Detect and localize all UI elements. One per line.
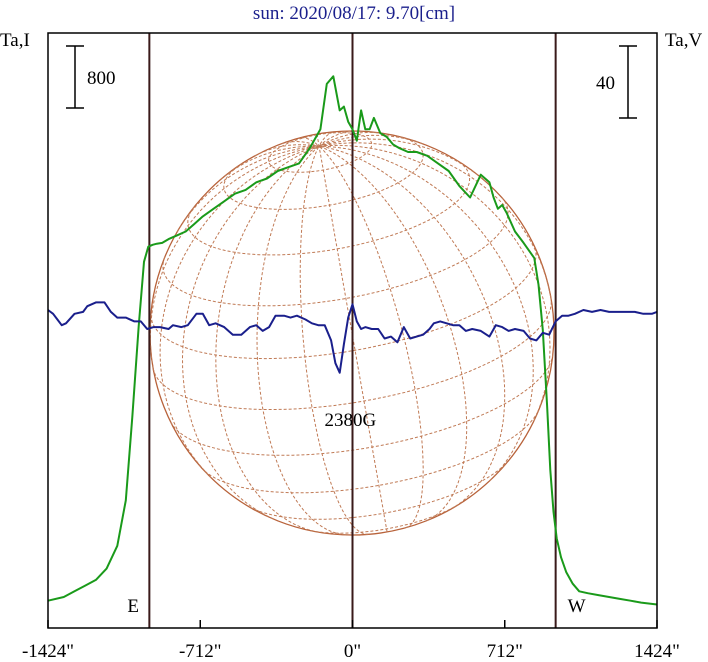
x-tick-label: -1424" bbox=[22, 641, 74, 662]
longitude-line bbox=[256, 145, 346, 536]
longitude-line bbox=[318, 131, 334, 147]
latitude-line bbox=[150, 247, 537, 360]
longitude-line bbox=[318, 138, 486, 182]
scale-right-label: 40 bbox=[596, 73, 615, 94]
latitude-line bbox=[162, 197, 509, 307]
longitude-line bbox=[181, 145, 320, 520]
latitude-line bbox=[310, 504, 459, 534]
x-tick-label: 712" bbox=[487, 641, 523, 662]
x-tick-label: -712" bbox=[179, 641, 222, 662]
x-tick-label: 1424" bbox=[634, 641, 680, 662]
longitude-line bbox=[220, 145, 319, 180]
longitude-line bbox=[299, 145, 369, 535]
longitude-line bbox=[318, 130, 354, 147]
limb-label-e: E bbox=[127, 596, 139, 617]
x-tick-label: 0" bbox=[344, 641, 361, 662]
scale-left-label: 800 bbox=[87, 68, 116, 89]
longitude-line bbox=[318, 134, 424, 147]
chart-title: sun: 2020/08/17: 9.70[cm] bbox=[252, 3, 456, 24]
longitude-line bbox=[215, 145, 320, 532]
longitude-line bbox=[318, 144, 551, 422]
y-left-label: Ta,I bbox=[0, 30, 30, 51]
polarization-curve bbox=[47, 301, 658, 374]
longitude-line bbox=[159, 145, 320, 479]
longitude-line bbox=[318, 145, 424, 529]
longitude-line bbox=[149, 145, 320, 369]
source-annotation: 2380G bbox=[324, 410, 376, 431]
limb-label-w: W bbox=[568, 596, 586, 617]
y-right-label: Ta,V bbox=[665, 30, 703, 51]
longitude-line bbox=[174, 145, 320, 237]
longitude-line bbox=[318, 145, 468, 522]
latitude-line bbox=[170, 354, 554, 456]
longitude-line bbox=[318, 145, 534, 481]
latitude-line bbox=[187, 159, 471, 256]
longitude-line bbox=[318, 146, 388, 532]
latitude-line bbox=[250, 461, 508, 520]
longitude-line bbox=[318, 131, 383, 147]
longitude-line bbox=[301, 137, 320, 147]
longitude-line bbox=[318, 145, 506, 507]
latitude-line bbox=[204, 412, 539, 494]
intensity-curve bbox=[47, 75, 658, 606]
longitude-line bbox=[254, 144, 320, 157]
longitude-line bbox=[318, 142, 552, 299]
